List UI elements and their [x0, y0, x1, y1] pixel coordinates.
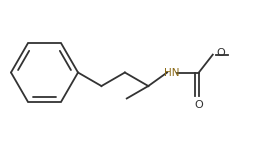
Text: O: O: [216, 48, 225, 58]
Text: HN: HN: [164, 68, 180, 77]
Text: O: O: [194, 100, 203, 110]
